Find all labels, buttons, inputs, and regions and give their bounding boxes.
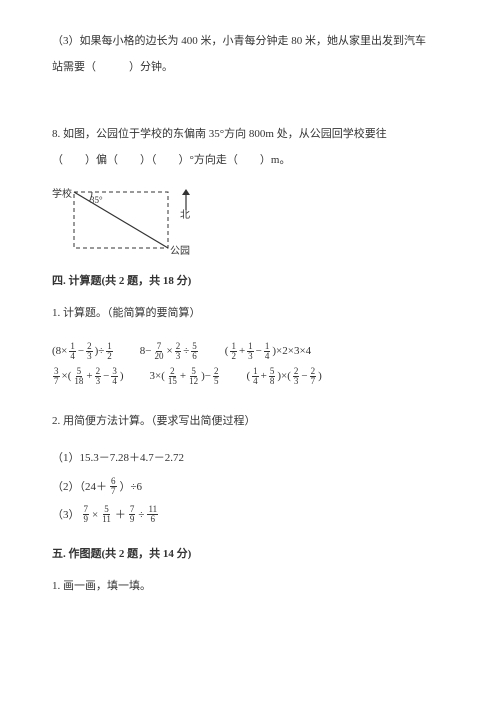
- expression: 37×(518+23−34): [52, 367, 123, 386]
- q8-line-2: （ ）偏（ ）（ ）°方向走（ ）m。: [52, 147, 448, 173]
- fraction: 14: [252, 367, 259, 386]
- q2-item-1: （1）15.3－7.28＋4.7－2.72: [52, 446, 448, 470]
- q2-items: （1）15.3－7.28＋4.7－2.72 （2）（24＋67）÷6 （3）79…: [52, 446, 448, 527]
- fraction: 12: [230, 342, 237, 361]
- park-label: 公园: [170, 242, 190, 257]
- q7-3-line-b: 站需要（ ）分钟。: [52, 54, 448, 80]
- q2-item-2: （2）（24＋67）÷6: [52, 475, 448, 499]
- expression: (14+58)×(23−27): [246, 367, 321, 386]
- fraction: 14: [69, 342, 76, 361]
- fraction: 58: [269, 367, 276, 386]
- fraction: 518: [73, 367, 84, 386]
- fraction: 14: [264, 342, 271, 361]
- expr-row-1: (8×14−23)÷12 8−720×23÷56 (12+13−14)×2×3×…: [52, 342, 448, 361]
- fraction: 23: [175, 342, 182, 361]
- fraction: 12: [106, 342, 113, 361]
- expression: 3×(215+512)−25: [149, 367, 220, 386]
- fraction: 13: [247, 342, 254, 361]
- fraction: 27: [310, 367, 317, 386]
- expression: (12+13−14)×2×3×4: [225, 342, 311, 361]
- fraction: 37: [53, 367, 60, 386]
- fraction: 56: [191, 342, 198, 361]
- section-5-title: 五. 作图题(共 2 题，共 14 分): [52, 545, 448, 561]
- fraction: 23: [95, 367, 102, 386]
- fraction: 79: [83, 505, 90, 524]
- q7-3-line-a: （3）如果每小格的边长为 400 米，小青每分钟走 80 米，她从家里出发到汽车: [52, 28, 448, 54]
- fraction: 34: [111, 367, 118, 386]
- question-8: 8. 如图，公园位于学校的东偏南 35°方向 800m 处，从公园回学校要往 （…: [52, 121, 448, 174]
- fraction: 116: [147, 505, 158, 524]
- section-5-q1-label: 1. 画一画，填一填。: [52, 573, 448, 599]
- fraction: 511: [101, 505, 112, 524]
- fraction: 23: [293, 367, 300, 386]
- fraction: 67: [110, 477, 117, 496]
- section-4-q2-label: 2. 用简便方法计算。（要求写出简便过程）: [52, 408, 448, 434]
- school-park-diagram: 学校 公园 北 35°: [52, 186, 192, 258]
- fraction: 25: [213, 367, 220, 386]
- north-label: 北: [180, 206, 190, 221]
- fraction: 720: [154, 342, 165, 361]
- fraction: 23: [86, 342, 93, 361]
- expression: 8−720×23÷56: [140, 342, 199, 361]
- section-4-q1-label: 1. 计算题。（能简算的要简算）: [52, 300, 448, 326]
- expression: (8×14−23)÷12: [52, 342, 114, 361]
- expr-row-2: 37×(518+23−34) 3×(215+512)−25 (14+58)×(2…: [52, 367, 448, 386]
- q8-line-1: 8. 如图，公园位于学校的东偏南 35°方向 800m 处，从公园回学校要往: [52, 121, 448, 147]
- section-4-title: 四. 计算题(共 2 题，共 18 分): [52, 272, 448, 288]
- angle-label: 35°: [90, 195, 103, 205]
- fraction: 215: [167, 367, 178, 386]
- fraction: 79: [129, 505, 136, 524]
- school-label: 学校: [52, 185, 72, 200]
- q2-item-3: （3）79×511＋79÷116: [52, 503, 448, 527]
- fraction: 512: [188, 367, 199, 386]
- question-7-3: （3）如果每小格的边长为 400 米，小青每分钟走 80 米，她从家里出发到汽车…: [52, 28, 448, 81]
